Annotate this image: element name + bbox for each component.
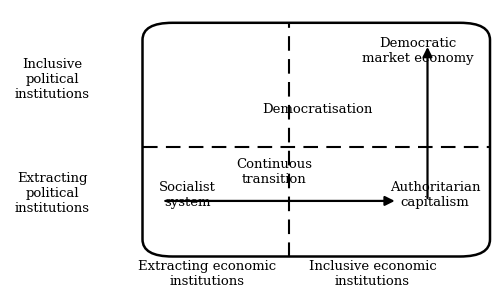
Text: Extracting
political
institutions: Extracting political institutions bbox=[15, 172, 90, 215]
Text: Democratic
market economy: Democratic market economy bbox=[362, 37, 474, 65]
Text: Inclusive
political
institutions: Inclusive political institutions bbox=[15, 58, 90, 101]
Text: Extracting economic
institutions: Extracting economic institutions bbox=[138, 260, 276, 285]
Text: Democratisation: Democratisation bbox=[262, 103, 372, 116]
Text: Socialist
system: Socialist system bbox=[159, 181, 216, 209]
Text: Inclusive economic
institutions: Inclusive economic institutions bbox=[308, 260, 436, 285]
Text: Continuous
transition: Continuous transition bbox=[236, 158, 312, 186]
Text: Authoritarian
capitalism: Authoritarian capitalism bbox=[390, 181, 480, 209]
